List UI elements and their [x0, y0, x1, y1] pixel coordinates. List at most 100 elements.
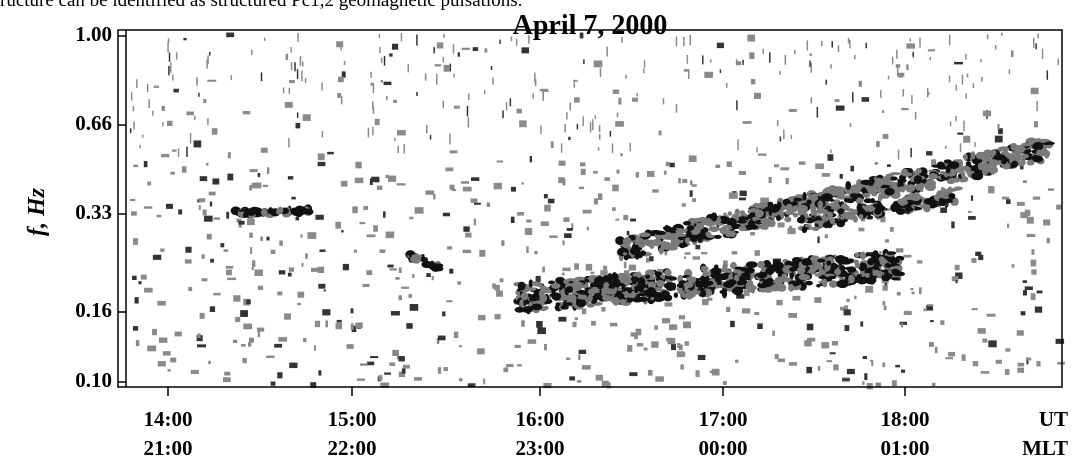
speckle: [825, 79, 827, 85]
band-speckle: [1031, 149, 1038, 154]
band-speckle: [921, 179, 927, 184]
band-speckle: [244, 209, 252, 214]
band-speckle: [1044, 141, 1055, 146]
speckle: [291, 196, 296, 200]
speckle: [383, 55, 386, 66]
speckle: [166, 120, 173, 126]
speckle: [830, 64, 832, 69]
band-speckle: [575, 299, 587, 308]
band-speckle: [277, 206, 284, 214]
speckle: [167, 38, 170, 44]
speckle: [599, 68, 602, 77]
speckle: [612, 184, 619, 192]
speckle: [189, 133, 192, 144]
speckle: [1019, 165, 1024, 170]
speckle: [665, 161, 670, 167]
speckle: [274, 343, 283, 348]
speckle: [874, 162, 878, 165]
speckle: [1030, 87, 1039, 95]
speckle: [178, 209, 183, 215]
band-speckle: [864, 273, 871, 278]
band-speckle: [834, 268, 842, 276]
speckle: [387, 175, 397, 182]
speckle: [830, 149, 832, 154]
speckle: [636, 93, 638, 97]
band-speckle: [982, 156, 989, 163]
speckle: [562, 178, 566, 186]
speckle: [790, 134, 793, 139]
speckle: [220, 243, 225, 248]
speckle: [147, 181, 152, 186]
speckle: [442, 212, 450, 217]
band-speckle: [888, 257, 900, 264]
speckle: [880, 216, 886, 223]
speckle: [611, 207, 616, 211]
speckle: [609, 322, 618, 327]
speckle: [603, 265, 608, 271]
speckle: [379, 47, 381, 54]
speckle: [543, 382, 552, 389]
x-tick-label-mlt: 21:00: [144, 436, 193, 460]
speckle: [980, 371, 990, 374]
speckle: [793, 50, 796, 55]
speckle: [186, 146, 188, 157]
speckle: [457, 52, 460, 57]
band-speckle: [676, 287, 683, 292]
speckle: [1007, 223, 1010, 229]
speckle: [380, 57, 383, 64]
band-speckle: [654, 293, 666, 302]
speckle: [414, 207, 424, 214]
speckle: [620, 153, 623, 157]
speckle: [466, 105, 469, 117]
band-speckle: [564, 287, 570, 296]
band-speckle: [767, 201, 774, 206]
speckle: [266, 236, 270, 241]
speckle: [926, 305, 934, 311]
speckle: [754, 92, 761, 99]
band-speckle: [872, 203, 884, 209]
band-speckle: [709, 226, 720, 233]
speckle: [279, 240, 283, 246]
speckle: [514, 344, 521, 348]
band-speckle: [668, 233, 677, 241]
speckle: [453, 73, 455, 78]
speckle: [1057, 361, 1065, 365]
speckle: [483, 90, 486, 95]
speckle: [678, 315, 685, 320]
band-speckle: [640, 250, 646, 256]
speckle: [754, 311, 760, 316]
speckle: [249, 232, 253, 238]
speckle: [662, 98, 665, 105]
band-speckle: [849, 193, 857, 199]
speckle: [882, 362, 886, 368]
speckle: [1057, 58, 1060, 66]
speckle: [451, 189, 457, 192]
speckle: [779, 136, 782, 142]
speckle: [757, 153, 767, 156]
speckle: [678, 178, 681, 184]
speckle: [132, 105, 135, 112]
speckle: [486, 202, 490, 207]
speckle: [1036, 290, 1043, 294]
speckle: [510, 216, 515, 223]
speckle: [550, 141, 554, 149]
speckle: [517, 212, 525, 216]
band-speckle: [752, 216, 760, 221]
speckle: [657, 268, 666, 274]
speckle: [955, 84, 958, 91]
speckle: [635, 328, 642, 336]
speckle: [144, 287, 153, 293]
speckle: [971, 308, 978, 311]
speckle: [360, 363, 368, 366]
speckle: [948, 34, 951, 46]
speckle: [524, 228, 533, 235]
speckle: [662, 318, 671, 324]
speckle: [684, 256, 687, 259]
speckle: [390, 311, 400, 316]
speckle: [961, 74, 964, 85]
band-speckle: [891, 277, 901, 281]
speckle: [974, 142, 976, 147]
speckle: [416, 34, 418, 46]
speckle: [336, 319, 342, 323]
speckle: [994, 45, 997, 50]
